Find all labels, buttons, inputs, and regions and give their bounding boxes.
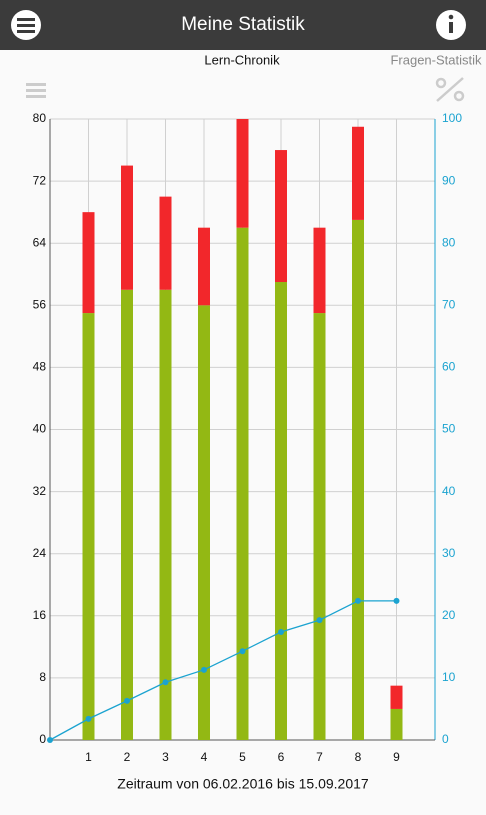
bar-segment xyxy=(313,227,326,314)
y2-tick-label: 100 xyxy=(442,111,462,125)
y-tick-label: 16 xyxy=(33,608,47,622)
tab[interactable]: Lern-Chronik xyxy=(204,52,280,67)
tab[interactable]: Fragen-Statistik xyxy=(390,52,482,67)
y-tick-label: 32 xyxy=(33,484,47,498)
x-tick-label: 3 xyxy=(162,750,169,764)
bar-segment xyxy=(275,150,287,283)
line-point xyxy=(85,715,92,722)
bar-segment xyxy=(352,126,364,220)
list-icon[interactable] xyxy=(26,83,46,98)
y2-tick-label: 40 xyxy=(442,484,456,498)
bar-segment xyxy=(159,289,172,740)
y2-tick-label: 50 xyxy=(442,422,456,436)
bar-segment xyxy=(198,227,210,306)
y-tick-label: 56 xyxy=(33,297,47,311)
bar-segment xyxy=(313,313,326,740)
y-tick-label: 80 xyxy=(33,111,47,125)
x-tick-label: 1 xyxy=(85,750,92,764)
app-bar xyxy=(0,0,486,50)
y-tick-label: 24 xyxy=(33,546,47,560)
x-tick-label: 6 xyxy=(278,750,285,764)
bar-segment xyxy=(390,685,403,709)
bar-segment xyxy=(159,196,172,290)
bar-segment xyxy=(236,119,249,228)
bar-segment xyxy=(121,289,133,740)
y-tick-label: 48 xyxy=(33,360,47,374)
x-tick-label: 8 xyxy=(355,750,362,764)
y2-tick-label: 70 xyxy=(442,297,456,311)
y-tick-label: 40 xyxy=(33,422,47,436)
bar-segment xyxy=(275,282,287,740)
x-tick-label: 9 xyxy=(393,750,400,764)
line-point xyxy=(278,628,284,635)
line-point xyxy=(124,697,130,704)
bar-segment xyxy=(121,165,133,290)
x-tick-label: 5 xyxy=(239,750,246,764)
y2-tick-label: 10 xyxy=(442,670,456,684)
bar-segment xyxy=(352,219,364,741)
y2-tick-label: 80 xyxy=(442,235,456,249)
y-tick-label: 64 xyxy=(33,235,47,249)
line-point xyxy=(162,679,169,686)
y2-tick-label: 20 xyxy=(442,608,456,622)
x-tick-label: 4 xyxy=(201,750,208,764)
y2-tick-label: 0 xyxy=(442,732,449,746)
y2-tick-label: 30 xyxy=(442,546,456,560)
line-point xyxy=(201,666,207,673)
x-axis-label: Zeitraum von 06.02.2016 bis 15.09.2017 xyxy=(117,776,369,792)
line-point xyxy=(47,737,53,743)
bar-segment xyxy=(198,305,210,740)
y-tick-label: 0 xyxy=(39,732,46,746)
menu-button[interactable] xyxy=(11,10,41,40)
y-tick-label: 72 xyxy=(33,173,47,187)
x-tick-label: 2 xyxy=(124,750,131,764)
line-point xyxy=(393,597,400,604)
y-tick-label: 8 xyxy=(39,670,46,684)
app-title: Meine Statistik xyxy=(181,14,305,35)
line-point xyxy=(355,597,361,604)
info-button[interactable] xyxy=(436,10,466,40)
y2-tick-label: 60 xyxy=(442,360,456,374)
bar-segment xyxy=(390,708,403,740)
bar-segment xyxy=(82,313,95,740)
x-tick-label: 7 xyxy=(316,750,323,764)
bar-segment xyxy=(236,227,249,741)
y2-tick-label: 90 xyxy=(442,173,456,187)
percent-icon[interactable] xyxy=(435,77,465,102)
line-point xyxy=(316,617,323,624)
line xyxy=(49,600,397,741)
line-point xyxy=(239,648,246,655)
bar-segment xyxy=(82,212,95,314)
